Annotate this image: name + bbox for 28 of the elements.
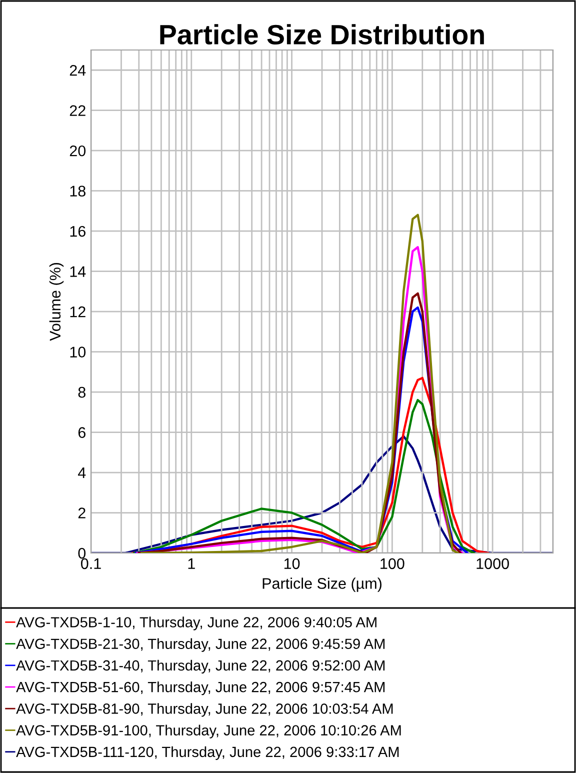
x-tick-label: 1 xyxy=(188,558,195,569)
y-tick-label: 16 xyxy=(70,226,86,237)
legend-label: AVG-TXD5B-111-120, Thursday, June 22, 2006 9:33:17 AM xyxy=(16,746,399,760)
y-tick-label: 6 xyxy=(78,427,86,438)
y-tick-label: 18 xyxy=(70,186,86,197)
legend-label: AVG-TXD5B-51-60, Thursday, June 22, 2006 9:57:45 AM xyxy=(16,682,385,696)
legend-label: AVG-TXD5B-1-10, Thursday, June 22, 2006 9:40:05 AM xyxy=(16,616,376,630)
y-tick-label: 10 xyxy=(70,346,86,358)
y-tick-label: 0 xyxy=(78,548,86,559)
y-tick-label: 8 xyxy=(78,386,86,398)
legend-label: AVG-TXD5B-31-40, Thursday, June 22, 2006 9:52:00 AM xyxy=(16,660,385,674)
x-axis-title: Particle Size (µm) xyxy=(262,578,382,592)
y-axis-title: Volume (%) xyxy=(49,262,64,341)
y-tick-label: 20 xyxy=(70,145,86,156)
y-tick-label: 22 xyxy=(70,105,86,116)
legend-label: AVG-TXD5B-91-100, Thursday, June 22, 2006 10:10:26 AM xyxy=(16,724,401,738)
legend-label: AVG-TXD5B-81-90, Thursday, June 22, 2006 10:03:54 AM xyxy=(16,703,393,717)
legend-label: AVG-TXD5B-21-30, Thursday, June 22, 2006 9:45:59 AM xyxy=(16,638,385,652)
x-tick-label: 10 xyxy=(284,558,300,570)
y-tick-label: 2 xyxy=(78,508,86,518)
y-tick-label: 14 xyxy=(70,266,86,277)
y-tick-label: 24 xyxy=(70,64,86,76)
y-tick-label: 4 xyxy=(78,468,86,478)
y-tick-label: 12 xyxy=(70,306,86,318)
x-tick-label: 100 xyxy=(380,558,404,570)
x-tick-label: 1000 xyxy=(476,558,509,570)
chart-title: Particle Size Distribution xyxy=(160,24,484,45)
x-tick-label: 0.1 xyxy=(80,558,101,570)
